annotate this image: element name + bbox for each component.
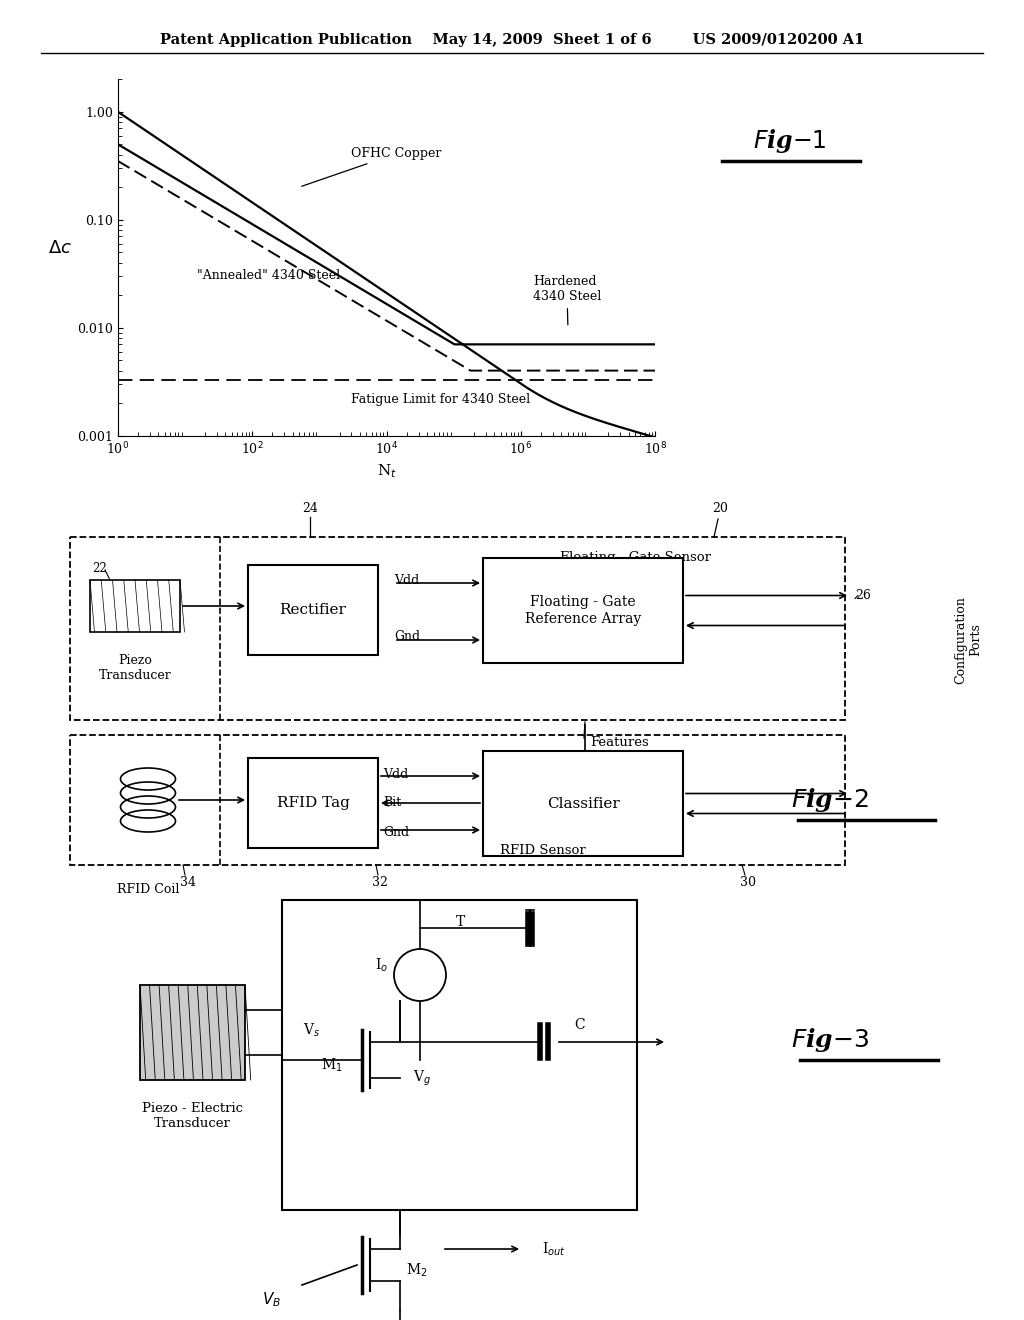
Text: Configuration
Ports: Configuration Ports [954,597,982,684]
Text: OFHC Copper: OFHC Copper [302,147,441,186]
Text: Gnd: Gnd [394,631,420,644]
Text: Piezo
Transducer: Piezo Transducer [98,653,171,682]
Text: C: C [574,1018,586,1032]
Bar [140,985,245,1080]
Bar [282,900,637,1210]
Circle shape [394,949,446,1001]
Text: Gnd: Gnd [383,825,410,838]
Text: Vdd: Vdd [383,767,409,780]
Bar [248,565,378,655]
Text: "Annealed" 4340 Steel: "Annealed" 4340 Steel [197,269,340,282]
Text: Floating - Gate
Reference Array: Floating - Gate Reference Array [525,595,641,626]
Text: RFID Sensor: RFID Sensor [500,843,586,857]
Text: V$_g$: V$_g$ [413,1068,431,1088]
Text: 30: 30 [740,876,756,890]
Text: M$_2$: M$_2$ [407,1262,428,1279]
Text: Classifier: Classifier [547,796,620,810]
Text: I$_{out}$: I$_{out}$ [542,1241,566,1258]
Text: V$_s$: V$_s$ [303,1022,321,1039]
Text: 32: 32 [372,876,388,890]
Text: Piezo - Electric
Transducer: Piezo - Electric Transducer [142,1102,243,1130]
Text: 34: 34 [180,876,196,890]
Text: M$_1$: M$_1$ [322,1056,343,1073]
Text: $\mathit{F}$ig$-1$: $\mathit{F}$ig$-1$ [753,127,826,154]
Text: 26: 26 [855,589,870,602]
Text: Rectifier: Rectifier [280,603,346,616]
Text: Floating - Gate Sensor: Floating - Gate Sensor [560,550,711,564]
Y-axis label: $\Delta c$: $\Delta c$ [48,239,73,257]
Text: Features: Features [590,735,649,748]
Bar [70,735,845,865]
Text: RFID Tag: RFID Tag [276,796,349,810]
Text: Hardened
4340 Steel: Hardened 4340 Steel [532,275,601,325]
Text: 20: 20 [712,503,728,516]
Bar [483,751,683,855]
Text: Bit: Bit [383,796,401,809]
Text: I$_o$: I$_o$ [376,956,388,974]
Text: 22: 22 [92,561,106,574]
Bar [483,558,683,663]
Bar [90,579,180,632]
X-axis label: N$_t$: N$_t$ [377,462,396,480]
Text: T: T [456,915,465,929]
Text: Fatigue Limit for 4340 Steel: Fatigue Limit for 4340 Steel [351,393,530,407]
Text: $\mathit{F}$ig$-2$: $\mathit{F}$ig$-2$ [792,785,869,814]
Text: Vdd: Vdd [394,573,419,586]
Text: $\mathit{F}$ig$-3$: $\mathit{F}$ig$-3$ [791,1026,869,1053]
Text: 24: 24 [302,503,317,516]
Bar [70,537,845,719]
Text: $V_B$: $V_B$ [262,1291,282,1309]
Text: Patent Application Publication    May 14, 2009  Sheet 1 of 6        US 2009/0120: Patent Application Publication May 14, 2… [160,33,864,48]
Text: RFID Coil: RFID Coil [117,883,179,896]
Bar [248,758,378,847]
